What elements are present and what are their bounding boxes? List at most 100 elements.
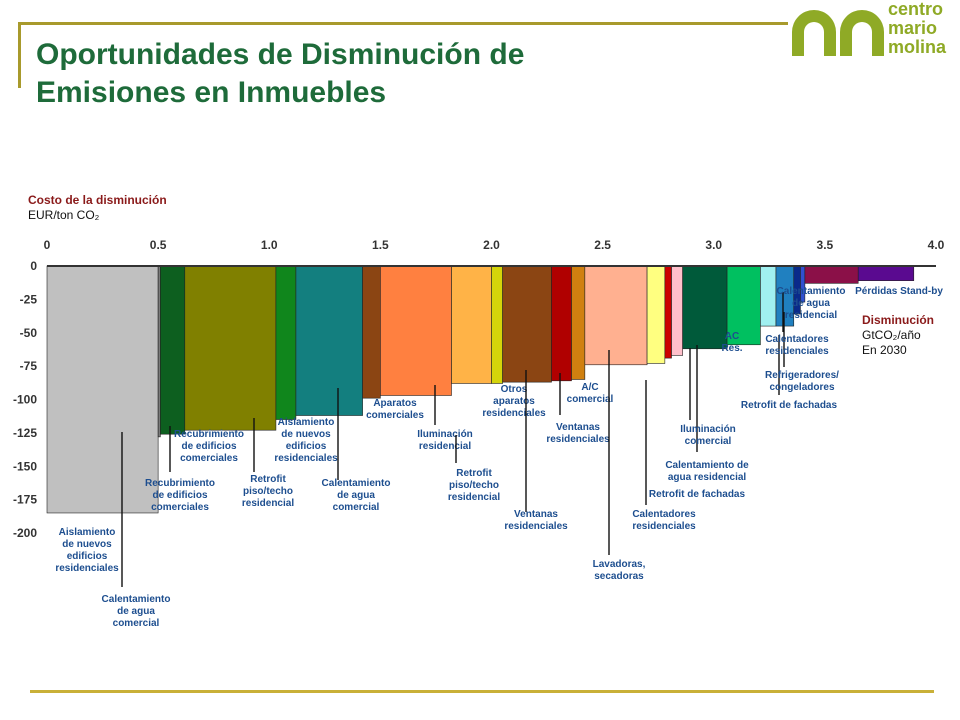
bar-annotation-line: Aislamiento — [59, 527, 116, 538]
title-rule-top — [18, 22, 788, 25]
logo-wordmark: centro mario molina — [888, 0, 946, 57]
chart-bar — [804, 265, 859, 284]
bar-annotation-line: Calentadores — [765, 334, 829, 345]
bar-annotation: Otros aparatos residenciales — [482, 384, 546, 419]
bar-annotation-line: Calentamiento — [102, 594, 171, 605]
y-axis-title: Costo de la disminución — [28, 193, 167, 207]
bar-annotation-line: Retrofit de fachadas — [649, 489, 746, 500]
bar-annotation-line: Recubrimiento — [174, 429, 244, 440]
chart-bar — [671, 265, 683, 356]
bar-annotation-line: comerciales — [180, 453, 238, 464]
chart-bar — [551, 265, 572, 382]
x-tick-label: 2.5 — [594, 238, 611, 252]
bar-annotation-line: residenciales — [632, 521, 696, 532]
bar-annotation: Retrofit de fachadas — [649, 489, 746, 500]
chart-bar — [184, 265, 277, 431]
bar-annotation: Aislamiento de nuevos edificios residencial… — [274, 417, 338, 464]
x-tick-label: 4.0 — [928, 238, 945, 252]
bar-annotation-line: Ventanas — [556, 422, 600, 433]
bar-annotation-line: aparatos — [493, 396, 535, 407]
chart-bar — [160, 265, 186, 435]
bar-annotation-line: Aislamiento — [278, 417, 335, 428]
y-axis-unit: EUR/ton CO₂ — [28, 208, 100, 222]
bar-annotation: Refrigeradores/congeladores — [765, 370, 839, 393]
page-title: Oportunidades de Disminución de Emisione… — [36, 36, 524, 112]
bar-annotation-line: congeladores — [769, 382, 834, 393]
bar-annotation: Pérdidas Stand-by — [855, 286, 943, 297]
bar-annotation-line: de agua — [792, 298, 830, 309]
chart-bar — [857, 265, 915, 281]
bar-annotation-line: comerciales — [151, 502, 209, 513]
chart-bar — [571, 265, 586, 380]
x-tick-label: 3.5 — [817, 238, 834, 252]
bar-annotation-line: de edificios — [181, 441, 236, 452]
y-tick-label: -25 — [20, 292, 38, 306]
logo-word-1: centro — [888, 0, 944, 19]
bar-annotation: Calentamiento de agua comercial — [322, 478, 391, 513]
y-tick-label: -100 — [13, 393, 37, 407]
bar-annotation-line: residenciales — [765, 346, 829, 357]
bar-annotation-line: de nuevos — [281, 429, 331, 440]
x-axis-note: En 2030 — [862, 343, 907, 357]
bar-annotation: Calentamiento de agua comercial — [102, 594, 171, 629]
footer-rule — [30, 690, 934, 693]
chart-bar — [726, 265, 761, 346]
page-title-line1: Oportunidades de Disminución de — [36, 38, 525, 71]
bar-annotation-line: residenciales — [546, 434, 610, 445]
bar-annotation: Retrofit piso/techo residencial — [242, 474, 294, 509]
y-tick-label: -175 — [13, 493, 37, 507]
bar-annotation-line: comercial — [685, 436, 732, 447]
x-tick-label: 1.0 — [261, 238, 278, 252]
chart-bar — [584, 265, 648, 366]
bar-annotation-line: residenciales — [55, 563, 119, 574]
logo-word-2: mario — [888, 18, 938, 38]
bar-annotation: A/C comercial — [567, 382, 614, 405]
chart-bar — [380, 265, 452, 396]
x-axis-label-block: Disminución GtCO₂/año En 2030 — [862, 313, 934, 358]
bar-annotation-line: agua residencial — [668, 472, 747, 483]
title-rule-left — [18, 22, 21, 88]
x-tick-label: 0.5 — [150, 238, 167, 252]
centro-mario-molina-logo — [792, 10, 884, 56]
bar-annotation-line: comercial — [333, 502, 380, 513]
bar-annotation-line: Calentamiento de — [665, 460, 749, 471]
bar-annotation-line: residenciales — [504, 521, 568, 532]
bar-annotation-line: Recubrimiento — [145, 478, 215, 489]
bar-annotation-line: comercial — [113, 618, 160, 629]
bar-annotation-line: Retrofit — [456, 468, 492, 479]
bar-annotation: Aislamiento de nuevos edificios residencial… — [55, 527, 119, 574]
bar-annotation-line: residencial — [785, 310, 837, 321]
page-title-line2: Emisiones en Inmuebles — [36, 76, 387, 109]
logo-word-3: molina — [888, 37, 947, 57]
chart-bar — [760, 265, 777, 327]
bar-annotation: Iluminación comercial — [680, 424, 736, 447]
chart-bar — [502, 265, 552, 383]
bar-annotation-line: de agua — [337, 490, 375, 501]
bar-annotation-line: Calentamiento — [777, 286, 846, 297]
y-tick-label: -150 — [13, 459, 37, 473]
bar-annotation-line: piso/techo — [243, 486, 293, 497]
chart-bar — [451, 265, 492, 384]
x-tick-label: 0 — [44, 238, 51, 252]
bar-annotation-line: edificios — [286, 441, 327, 452]
x-axis-title: Disminución — [862, 313, 935, 327]
bar-annotation: Iluminación residencial — [417, 429, 473, 452]
x-axis-unit: GtCO₂/año — [862, 328, 921, 342]
bar-annotation: Calentamiento de agua residencial — [665, 460, 749, 483]
bar-annotation-line: residenciales — [482, 408, 546, 419]
bar-annotation-line: Pérdidas Stand-by — [855, 286, 943, 297]
bar-annotation-line: Calentamiento — [322, 478, 391, 489]
bar-annotation-line: Lavadoras, — [593, 559, 646, 570]
bar-annotation-line: Refrigeradores/ — [765, 370, 839, 381]
bar-annotation: AC Res. — [721, 331, 742, 354]
bar-annotation-line: comerciales — [366, 410, 424, 421]
bar-annotation-line: piso/techo — [449, 480, 499, 491]
bar-annotation: Ventanas residenciales — [504, 509, 568, 532]
bar-annotation-line: Retrofit — [250, 474, 286, 485]
bar-annotation-line: Iluminación — [680, 424, 736, 435]
chart-bar — [682, 265, 728, 350]
bar-annotation-line: de edificios — [152, 490, 207, 501]
chart-bar — [157, 265, 161, 438]
bar-annotation-line: Res. — [721, 343, 742, 354]
bar-annotation-line: residencial — [448, 492, 500, 503]
